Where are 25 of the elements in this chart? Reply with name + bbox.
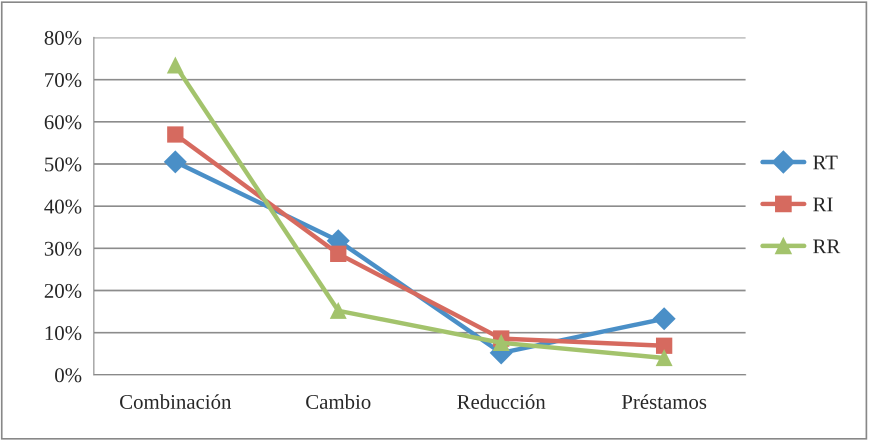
- point: [656, 350, 672, 366]
- point: [330, 302, 346, 319]
- point: [167, 57, 184, 74]
- legend-label: RT: [813, 156, 838, 170]
- y-tick-label: 60%: [44, 115, 82, 130]
- y-tick-label: 80%: [44, 30, 82, 45]
- y-tick-label: 10%: [46, 326, 82, 340]
- point: [167, 126, 184, 143]
- y-tick-label: 50%: [45, 157, 82, 172]
- point: [652, 307, 676, 330]
- legend-label: RI: [813, 198, 833, 212]
- y-tick-label: 30%: [44, 242, 82, 256]
- legend-label: RR: [813, 240, 840, 254]
- x-tick-label: Combinación: [120, 394, 232, 409]
- point: [493, 334, 510, 351]
- x-tick-label: Préstamos: [622, 394, 706, 409]
- y-tick-label: 40%: [44, 200, 82, 214]
- x-tick-label: Cambio: [306, 394, 370, 409]
- point: [164, 150, 187, 174]
- point: [330, 246, 346, 262]
- point: [656, 338, 672, 354]
- y-tick-label: 20%: [44, 284, 82, 298]
- x-tick-label: Reducción: [457, 394, 546, 409]
- y-tick-label: 0%: [55, 368, 82, 382]
- y-tick-label: 70%: [45, 73, 82, 88]
